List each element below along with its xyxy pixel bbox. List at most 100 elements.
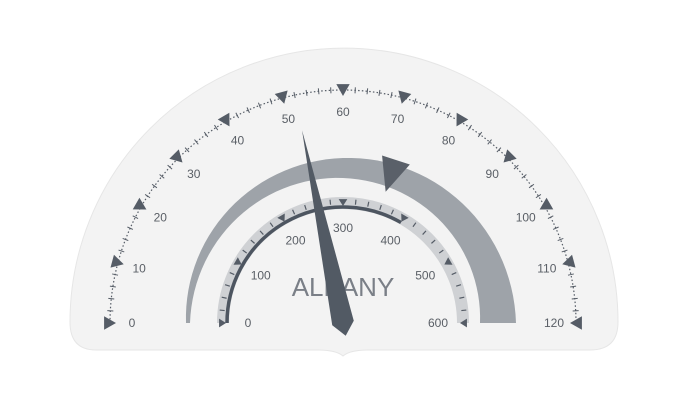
inner-minor-tick bbox=[259, 230, 264, 235]
needle-pointer bbox=[302, 130, 354, 336]
outer-minor-tick bbox=[235, 112, 240, 119]
outer-scale-label: 70 bbox=[391, 112, 405, 126]
outer-major-tick bbox=[398, 90, 412, 104]
outer-minor-tick bbox=[477, 131, 483, 138]
inner-major-tick bbox=[444, 257, 453, 265]
inner-major-tick bbox=[401, 213, 409, 222]
inner-minor-tick bbox=[367, 201, 370, 207]
outer-minor-tick bbox=[535, 194, 542, 199]
outer-scale-labels: 0 10 20 30 40 50 60 70 80 90 100 110 120 bbox=[129, 105, 565, 330]
outer-minor-tick bbox=[184, 147, 190, 153]
outer-minor-tick bbox=[390, 92, 393, 99]
outer-minor-tick bbox=[317, 88, 320, 95]
outer-minor-tick bbox=[436, 107, 440, 114]
outer-minor-tick bbox=[446, 112, 451, 119]
outer-minor-tick bbox=[561, 249, 568, 253]
inner-minor-tick bbox=[390, 209, 394, 215]
inner-scale-label: 300 bbox=[333, 221, 353, 235]
outer-scale-ticks bbox=[104, 84, 582, 330]
outer-scale-label: 60 bbox=[336, 105, 350, 119]
outer-minor-tick bbox=[214, 124, 219, 131]
outer-minor-tick bbox=[122, 237, 129, 242]
outer-major-tick bbox=[104, 316, 116, 330]
outer-major-tick bbox=[110, 254, 124, 268]
outer-scale-dotted-arc bbox=[109, 89, 577, 324]
inner-major-tick bbox=[233, 257, 242, 265]
outer-major-tick bbox=[336, 84, 350, 96]
outer-minor-tick bbox=[112, 273, 119, 276]
inner-minor-tick bbox=[219, 309, 225, 312]
inner-scale-label: 400 bbox=[380, 234, 400, 248]
outer-major-tick bbox=[456, 112, 469, 127]
inner-minor-tick bbox=[459, 296, 465, 299]
outer-minor-tick bbox=[109, 285, 116, 288]
outer-major-tick bbox=[169, 149, 183, 163]
inner-scale-label: 500 bbox=[415, 269, 435, 283]
outer-minor-tick bbox=[203, 131, 209, 138]
inner-minor-tick bbox=[329, 199, 332, 205]
outer-minor-tick bbox=[159, 174, 165, 179]
outer-scale-label: 10 bbox=[133, 261, 147, 275]
outer-major-tick bbox=[539, 197, 554, 210]
outer-scale-label: 80 bbox=[442, 133, 456, 147]
outer-minor-tick bbox=[413, 98, 417, 105]
outer-major-tick bbox=[274, 90, 288, 104]
inner-minor-tick bbox=[455, 284, 462, 287]
outer-minor-tick bbox=[487, 139, 492, 145]
outer-major-tick bbox=[562, 254, 576, 268]
outer-scale-label: 0 bbox=[129, 316, 136, 330]
inner-minor-tick bbox=[379, 204, 382, 211]
inner-minor-tick bbox=[422, 230, 427, 235]
outer-minor-tick bbox=[547, 215, 554, 220]
range-band bbox=[185, 157, 517, 323]
outer-major-tick bbox=[217, 112, 230, 127]
outer-minor-tick bbox=[496, 147, 502, 153]
inner-minor-tick bbox=[250, 239, 255, 244]
outer-minor-tick bbox=[293, 92, 296, 99]
outer-minor-tick bbox=[557, 237, 564, 242]
outer-minor-tick bbox=[246, 107, 250, 114]
inner-scale-label: 100 bbox=[251, 269, 271, 283]
outer-scale-label: 50 bbox=[282, 112, 296, 126]
inner-minor-tick bbox=[438, 249, 444, 254]
outer-major-tick bbox=[132, 197, 147, 210]
outer-scale-label: 100 bbox=[516, 211, 536, 225]
outer-minor-tick bbox=[144, 194, 151, 199]
inner-scale: 0 100 200 300 400 500 600 bbox=[217, 197, 469, 330]
inner-value-bar bbox=[225, 205, 402, 324]
outer-minor-tick bbox=[528, 183, 535, 189]
inner-scale-ticks bbox=[219, 199, 467, 328]
outer-minor-tick bbox=[269, 98, 273, 105]
outer-minor-tick bbox=[467, 124, 472, 131]
inner-scale-label: 200 bbox=[285, 234, 305, 248]
inner-minor-tick bbox=[354, 199, 357, 205]
outer-minor-tick bbox=[571, 297, 578, 300]
inner-minor-tick bbox=[412, 222, 417, 228]
outer-major-tick bbox=[503, 149, 517, 163]
inner-minor-tick bbox=[451, 272, 457, 276]
outer-minor-tick bbox=[567, 273, 574, 276]
outer-major-tick bbox=[570, 316, 582, 330]
outer-minor-tick bbox=[513, 164, 519, 170]
inner-minor-tick bbox=[229, 272, 235, 276]
inner-minor-tick bbox=[292, 209, 296, 215]
outer-minor-tick bbox=[570, 285, 577, 288]
outer-minor-tick bbox=[257, 102, 262, 109]
outer-minor-tick bbox=[378, 89, 381, 96]
inner-minor-tick bbox=[224, 284, 231, 287]
inner-minor-tick bbox=[269, 222, 274, 228]
inner-major-tick bbox=[460, 318, 467, 328]
outer-minor-tick bbox=[424, 102, 429, 109]
outer-minor-tick bbox=[167, 164, 173, 170]
inner-major-tick bbox=[338, 199, 348, 206]
inner-scale-label: 0 bbox=[245, 316, 252, 330]
outer-minor-tick bbox=[194, 139, 199, 145]
inner-major-tick bbox=[219, 318, 226, 328]
outer-scale-label: 90 bbox=[486, 167, 500, 181]
inner-minor-tick bbox=[221, 296, 227, 299]
outer-minor-tick bbox=[132, 215, 139, 220]
outer-scale-label: 40 bbox=[231, 133, 245, 147]
outer-scale-label: 20 bbox=[154, 211, 168, 225]
